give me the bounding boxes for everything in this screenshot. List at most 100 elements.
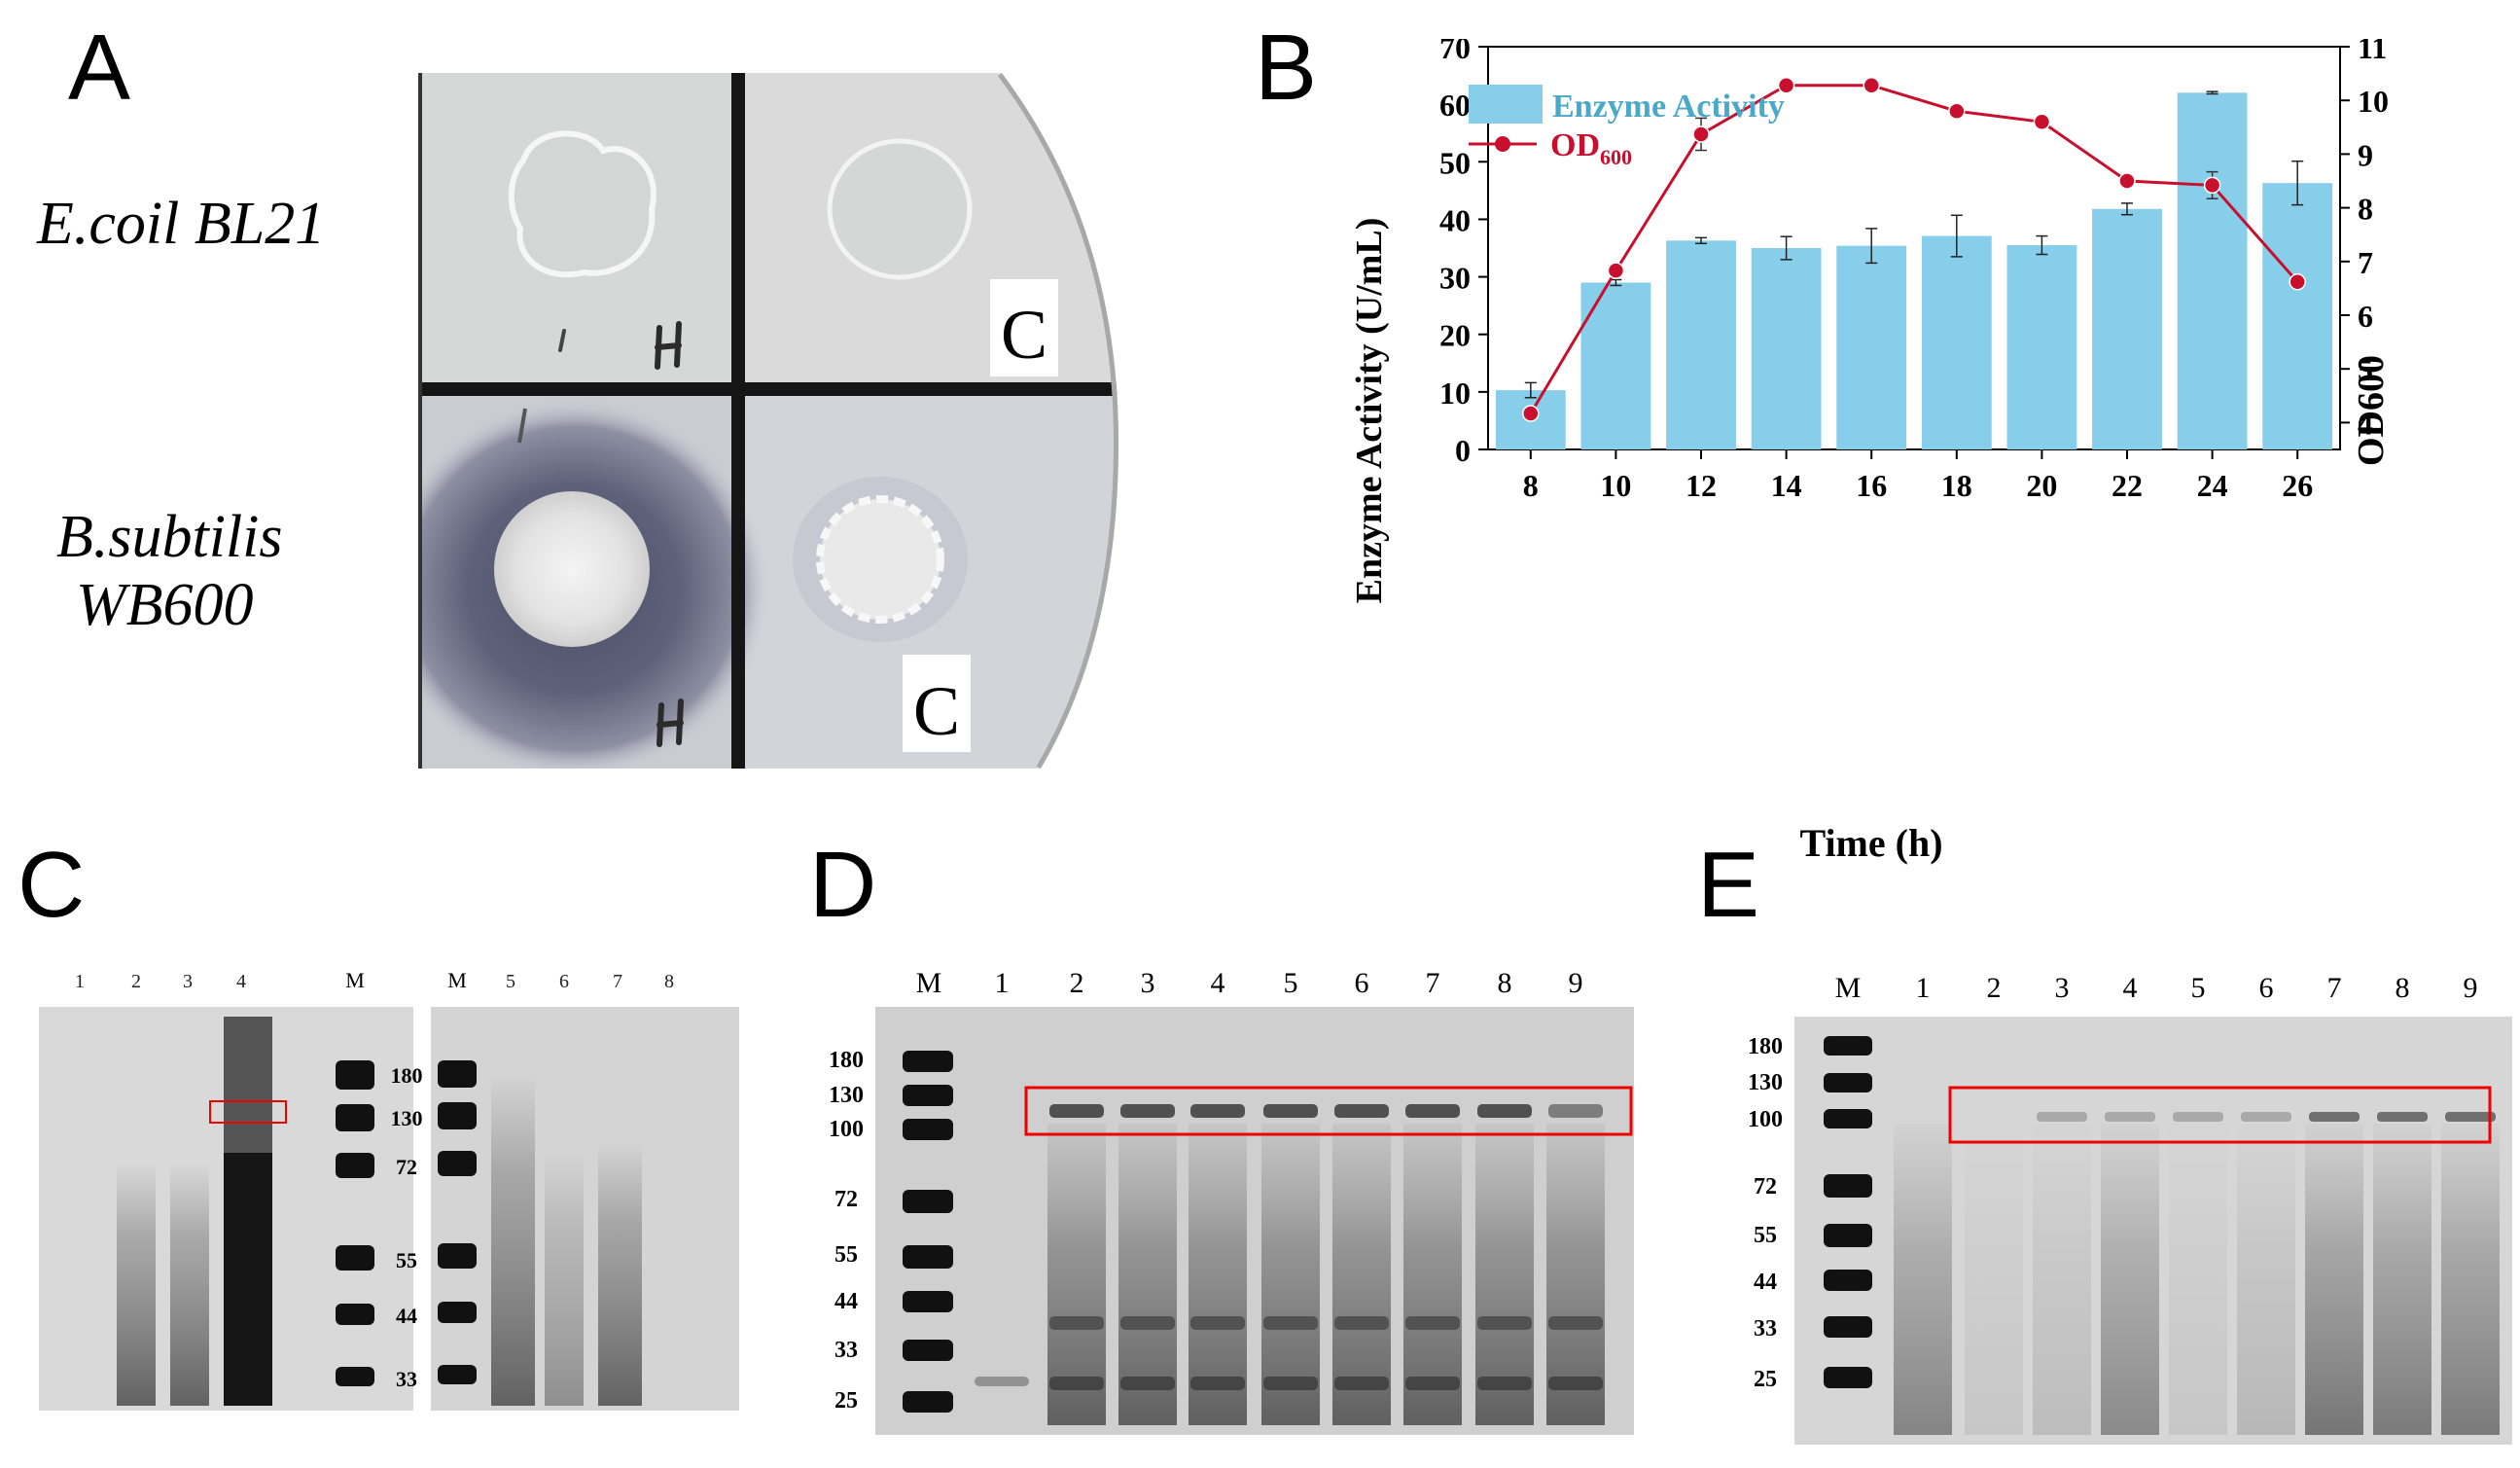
gel-d-target-band — [1548, 1104, 1603, 1118]
gel-c-marker-label-left: M — [345, 968, 365, 992]
gel-d-lane-smear — [1118, 1124, 1177, 1425]
gel-c-lane-label: 4 — [236, 971, 246, 992]
gel-e-target-band — [2037, 1112, 2087, 1122]
gel-d-lane-label: M — [916, 967, 942, 999]
gel-e-mw-label: 72 — [1754, 1174, 1777, 1199]
gel-c-lane-label: 3 — [183, 971, 193, 992]
od600-point — [1522, 405, 1540, 422]
gel-d-lane-smear — [1403, 1124, 1462, 1425]
gel-e-mw-label: 55 — [1754, 1223, 1777, 1248]
y-tick-label: 40 — [1439, 202, 1471, 237]
gel-e-lane-label: 9 — [2464, 972, 2478, 1004]
gel-d-band — [1477, 1316, 1532, 1330]
panel-a-label: A — [68, 16, 131, 120]
gel-d-band — [1405, 1316, 1460, 1330]
od600-point — [2203, 176, 2221, 195]
gel-d-lane-label: 2 — [1070, 967, 1084, 999]
y-tick-label: 70 — [1439, 39, 1471, 65]
gel-e-target-band — [2241, 1112, 2291, 1122]
gel-d-lane-smear — [1261, 1124, 1320, 1425]
x-tick-label: 18 — [1941, 468, 1972, 503]
gel-e-target-band — [2445, 1112, 2496, 1122]
strain-label-wb600: WB600 — [76, 572, 254, 638]
gel-e-target-band — [2309, 1112, 2360, 1122]
gel-d-band — [1120, 1316, 1175, 1330]
gel-d-band — [1263, 1377, 1318, 1390]
gel-e-target-band — [2105, 1112, 2155, 1122]
gel-e-lane-smear — [2373, 1124, 2431, 1435]
gel-d-lane-smear — [1047, 1124, 1106, 1425]
gel-c-lane-label: 5 — [506, 971, 515, 992]
chart-y-axis-title: Enzyme Activity (U/mL) — [1349, 218, 1390, 604]
gel-d-lane-smear — [1332, 1124, 1391, 1425]
gel-d-band — [1405, 1377, 1460, 1390]
gel-d-band — [1548, 1316, 1603, 1330]
gel-e-mw-label: 33 — [1754, 1316, 1777, 1342]
gel-c-mw-label: 180 — [391, 1063, 423, 1088]
bar-enzyme-activity — [1921, 235, 1992, 449]
gel-e-target-band — [2173, 1112, 2223, 1122]
y-tick-label: 10 — [1439, 376, 1471, 411]
gel-d-target-band — [1405, 1104, 1460, 1118]
gel-d-lane-label: 6 — [1355, 967, 1369, 999]
gel-c-lane-label: 1 — [75, 971, 85, 992]
gel-d-band — [1477, 1377, 1532, 1390]
od600-point — [2289, 273, 2306, 291]
gel-c-mw-label: 33 — [396, 1367, 417, 1391]
y-tick-label: 50 — [1439, 145, 1471, 180]
y2-tick-label: 11 — [2358, 39, 2387, 65]
gel-d-target-band — [1477, 1104, 1532, 1118]
gel-d-target-band — [1334, 1104, 1389, 1118]
legend-line-marker — [1495, 136, 1510, 152]
x-tick-label: 10 — [1600, 468, 1631, 503]
agar-plate-photo: C C — [418, 73, 1118, 769]
y2-tick-label: 5 — [2358, 352, 2373, 387]
gel-c-lane-label: 8 — [664, 971, 674, 992]
gel-e-lane-label: 7 — [2327, 972, 2342, 1004]
gel-e-lane-label: 8 — [2396, 972, 2410, 1004]
gel-d-lane-label: 1 — [995, 967, 1010, 999]
gel-d-lane-label: 7 — [1426, 967, 1440, 999]
gel-d-lane-label: 9 — [1569, 967, 1583, 999]
od600-point — [1607, 262, 1625, 279]
x-tick-label: 24 — [2197, 468, 2228, 503]
gel-d-band — [1049, 1316, 1104, 1330]
gel-d-mw-label: 44 — [834, 1289, 858, 1314]
gel-d-lane-smear — [1189, 1124, 1247, 1425]
gel-d-lane-label: 4 — [1211, 967, 1225, 999]
chart-x-axis-title: Time (h) — [1799, 821, 1942, 865]
legend-bar-swatch — [1469, 85, 1543, 124]
gel-e-mw-label: 130 — [1748, 1070, 1783, 1095]
chart-plot-frame — [1487, 46, 2341, 450]
legend-line-label: OD600 — [1550, 127, 1632, 169]
gel-e-lane-label: 1 — [1916, 972, 1931, 1004]
gel-d-lane-label: 5 — [1284, 967, 1298, 999]
y2-tick-label: 6 — [2358, 299, 2373, 334]
x-tick-label: 22 — [2112, 468, 2143, 503]
gel-e-mw-label: 25 — [1754, 1367, 1777, 1392]
bar-enzyme-activity — [2006, 245, 2077, 449]
bar-enzyme-activity — [1666, 240, 1736, 449]
x-tick-label: 12 — [1686, 468, 1717, 503]
gel-d-lane-label: 8 — [1498, 967, 1512, 999]
panel-e-label: E — [1697, 833, 1760, 937]
gel-d-target-band — [1120, 1104, 1175, 1118]
gel-e-lane-smear — [1965, 1124, 2023, 1435]
gel-d-mw-label: 130 — [829, 1083, 864, 1108]
gel-e-lane-smear — [2305, 1124, 2363, 1435]
gel-d-band — [1334, 1316, 1389, 1330]
gel-d-mw-label: 100 — [829, 1117, 864, 1142]
gel-e-lane-smear — [1894, 1124, 1952, 1435]
gel-d-target-band — [1263, 1104, 1318, 1118]
gel-d-band — [1334, 1377, 1389, 1390]
gel-e-lane-smear — [2101, 1124, 2159, 1435]
gel-c-mw-label: 130 — [391, 1106, 423, 1130]
gel-c-lane-label: 6 — [559, 971, 569, 992]
gel-d-lane-smear — [1546, 1124, 1605, 1425]
gel-e-mw-label: 44 — [1754, 1270, 1777, 1295]
od600-point — [1692, 125, 1710, 143]
gel-e-lane-smear — [2033, 1124, 2091, 1435]
gel-d-mw-label: 55 — [834, 1242, 858, 1268]
chart-y2-axis-title: OD600 — [2351, 355, 2392, 466]
gel-e-lane-label: 3 — [2055, 972, 2070, 1004]
